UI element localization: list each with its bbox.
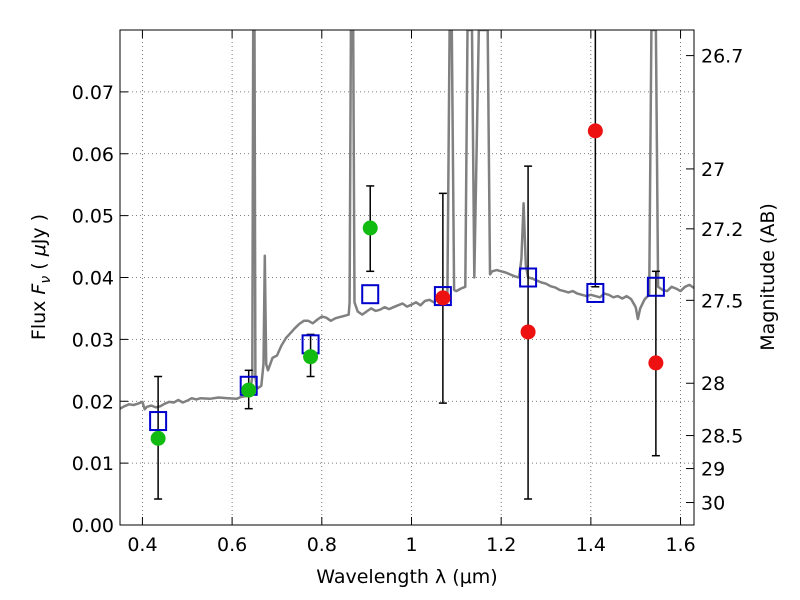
x-tick-label: 1.2 (486, 534, 516, 556)
plot-area (120, 30, 694, 500)
y2-axis-label: Magnitude (AB) (757, 203, 779, 351)
x-axis-ticks: 0.4 0.6 0.8 1 1.2 1.4 1.6 (127, 30, 696, 556)
model-photometry-square (646, 276, 665, 297)
y-tick-label: 0.03 (72, 329, 114, 351)
model-photometry-square (586, 282, 605, 303)
y-axis-ticks: 0.00 0.01 0.02 0.03 0.04 0.05 0.06 0.07 (72, 82, 128, 537)
x-tick-label: 1.4 (576, 534, 606, 556)
errorbar-layer (154, 30, 660, 500)
detection-point (303, 349, 319, 365)
x-tick-label: 1 (405, 534, 417, 556)
y2-tick-label: 27 (701, 159, 725, 181)
y-tick-label: 0.06 (72, 144, 114, 166)
x-axis-label: Wavelength λ (μm) (316, 566, 497, 588)
y2-tick-label: 29 (701, 459, 725, 481)
y-tick-label: 0.02 (72, 391, 114, 413)
model-photometry-square (149, 411, 168, 432)
y-tick-label: 0.07 (72, 82, 114, 104)
model-spectrum-line (120, 30, 694, 411)
y2-tick-label: 28.5 (701, 426, 743, 448)
y-tick-label: 0.01 (72, 453, 114, 475)
y-tick-label: 0.00 (72, 515, 114, 537)
y2-tick-label: 27.2 (701, 219, 743, 241)
y2-axis-ticks: 26.7 27 27.2 27.5 28 28.5 29 30 (686, 46, 743, 515)
y2-tick-label: 30 (701, 493, 725, 515)
upper-limit-point (435, 290, 451, 306)
detection-point (150, 430, 166, 446)
y2-tick-label: 27.5 (701, 290, 743, 312)
y-tick-label: 0.04 (72, 268, 114, 290)
x-tick-label: 0.8 (307, 534, 337, 556)
y-axis-label: Flux Fν ( μJy ) (28, 214, 54, 340)
plot-frame (119, 29, 695, 526)
y2-tick-label: 28 (701, 373, 725, 395)
upper-limit-point (587, 123, 603, 139)
upper-limit-point (520, 324, 536, 340)
y-tick-label: 0.05 (72, 206, 114, 228)
y2-tick-label: 26.7 (701, 46, 743, 68)
model-photometry-square (361, 284, 380, 305)
model-spectrum-layer (120, 30, 694, 411)
marker-layer (149, 123, 665, 446)
detection-point (362, 220, 378, 236)
grid-lines (120, 30, 694, 525)
model-photometry-square (519, 267, 538, 288)
x-tick-label: 1.6 (665, 534, 695, 556)
detection-point (241, 382, 257, 398)
x-tick-label: 0.6 (217, 534, 247, 556)
upper-limit-point (648, 355, 664, 371)
x-tick-label: 0.4 (127, 534, 157, 556)
